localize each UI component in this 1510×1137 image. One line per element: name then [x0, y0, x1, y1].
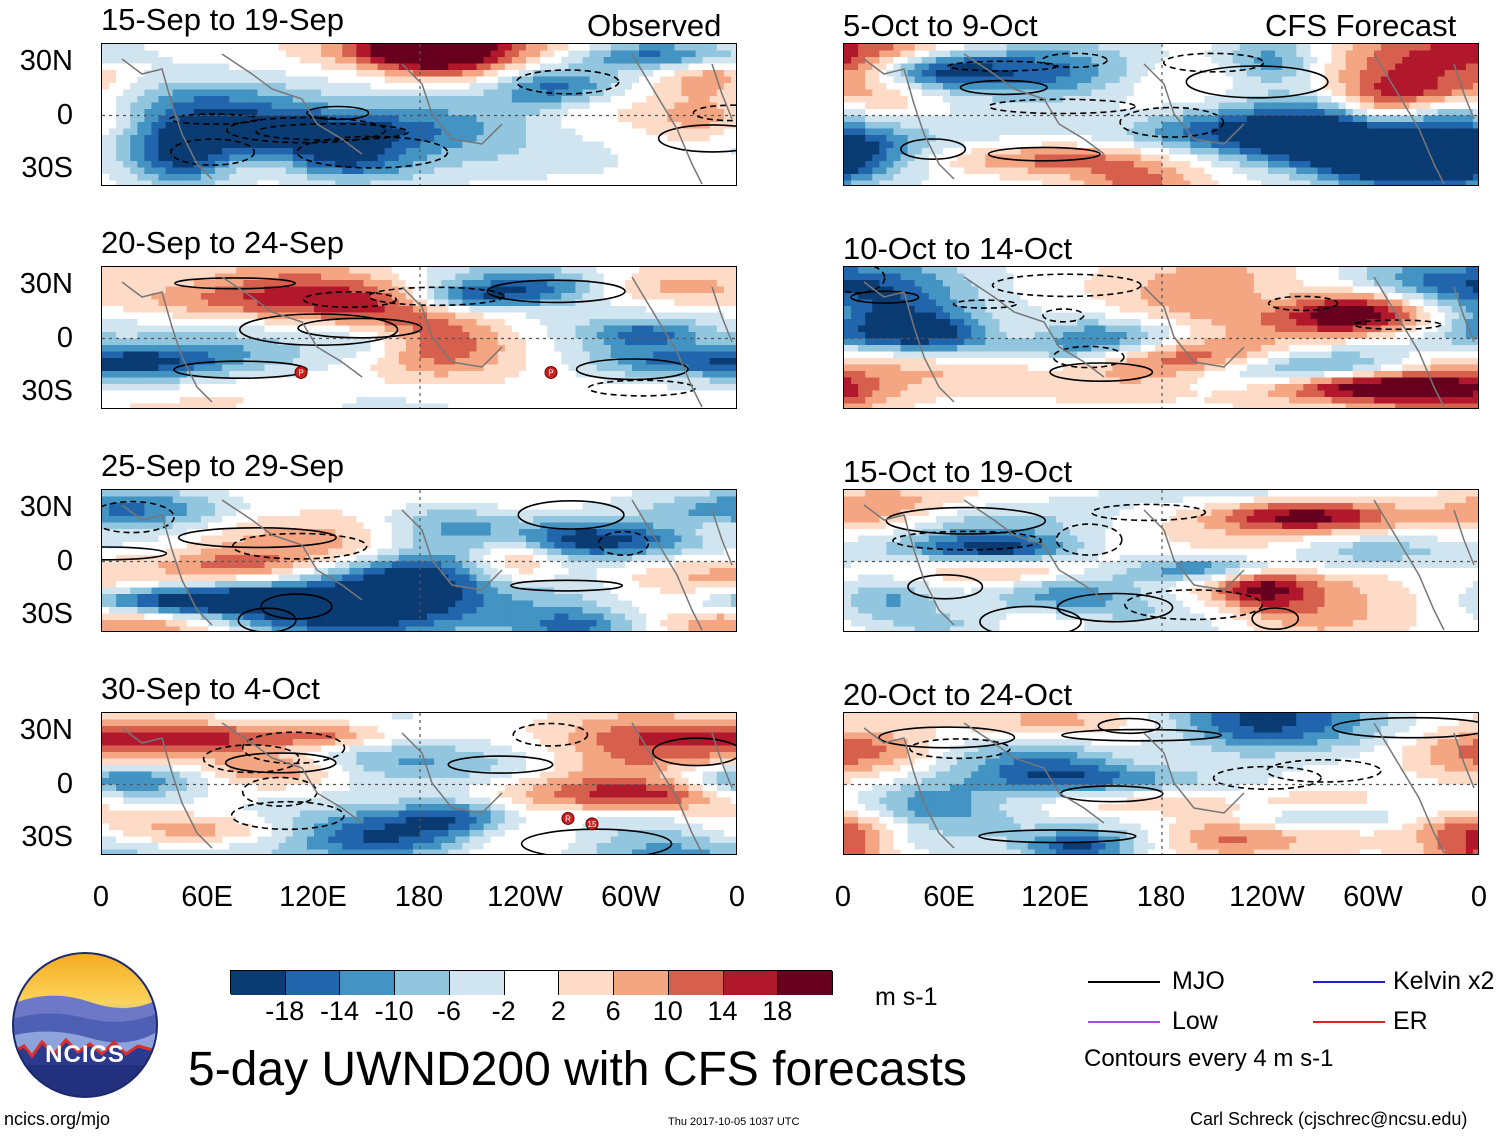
forecast-map-3: [843, 489, 1479, 632]
legend-line-er: [1313, 1021, 1385, 1023]
colorbar: [230, 970, 833, 995]
colorbar-swatch: [285, 971, 341, 995]
panel-title-fc-1: 5-Oct to 9-Oct: [843, 8, 1038, 43]
storm-marker-icon: P: [294, 365, 308, 379]
lat-tick-label: 30N: [19, 44, 73, 77]
lon-tick-label: 0: [92, 881, 110, 913]
legend-label-mjo: MJO: [1172, 967, 1225, 995]
colorbar-tick-label: -6: [436, 996, 461, 1026]
lon-tick-label: 0: [1470, 881, 1488, 913]
footer-timestamp: Thu 2017-10-05 1037 UTC: [668, 1116, 800, 1128]
colorbar-swatch: [723, 971, 779, 995]
lon-tick-label: 60W: [601, 881, 661, 913]
observed-map-4: R 15: [101, 712, 737, 855]
colorbar-swatch: [231, 971, 286, 995]
lon-tick-label: 120W: [1229, 881, 1305, 913]
legend-line-low: [1088, 1021, 1160, 1023]
colorbar-tick-label: 14: [707, 996, 738, 1026]
lon-tick-label: 120W: [487, 881, 563, 913]
lat-tick-label: 30N: [19, 490, 73, 523]
footer-url[interactable]: ncics.org/mjo: [4, 1109, 111, 1129]
legend-label-low: Low: [1172, 1007, 1218, 1035]
logo-text: NCICS: [45, 1041, 125, 1068]
storm-marker-icon: R: [561, 811, 575, 825]
colorbar-tick-label: -10: [374, 996, 414, 1026]
forecast-map-2: [843, 266, 1479, 409]
lat-tick-label: 30S: [21, 375, 73, 408]
svg-text:P: P: [548, 368, 553, 377]
forecast-map-4: [843, 712, 1479, 855]
colorbar-tick-label: 10: [652, 996, 683, 1026]
colorbar-swatch: [504, 971, 560, 995]
panel-title-fc-3: 15-Oct to 19-Oct: [843, 454, 1073, 489]
forecast-map-1: [843, 43, 1479, 186]
panel-title-obs-4: 30-Sep to 4-Oct: [101, 671, 320, 706]
lat-tick-label: 30N: [19, 267, 73, 300]
lon-tick-label: 180: [1136, 881, 1186, 913]
colorbar-swatch: [668, 971, 724, 995]
lon-tick-label: 120E: [1021, 881, 1089, 913]
lat-tick-label: 0: [56, 321, 73, 354]
storm-marker-icon: 15: [585, 817, 599, 831]
colorbar-tick-label: 18: [762, 996, 793, 1026]
legend-line-mjo: [1088, 981, 1160, 983]
lat-tick-label: 0: [56, 544, 73, 577]
colorbar-tick-label: 2: [550, 996, 566, 1026]
lon-tick-label: 60W: [1343, 881, 1403, 913]
lon-tick-label: 0: [834, 881, 852, 913]
lat-tick-label: 30S: [21, 598, 73, 631]
lat-tick-label: 30N: [19, 713, 73, 746]
lat-tick-label: 0: [56, 767, 73, 800]
legend-line-kelvin: [1313, 981, 1385, 983]
colorbar-tick-label: 6: [605, 996, 621, 1026]
lon-tick-label: 60E: [923, 881, 975, 913]
footer-author: Carl Schreck (cjschrec@ncsu.edu): [1190, 1109, 1468, 1129]
colorbar-swatch: [778, 971, 833, 995]
storm-marker-icon: P: [544, 365, 558, 379]
observed-map-1: [101, 43, 737, 186]
lat-tick-label: 0: [56, 98, 73, 131]
panel-title-obs-1: 15-Sep to 19-Sep: [101, 2, 345, 37]
observed-label: Observed: [587, 8, 722, 43]
colorbar-swatch: [559, 971, 615, 995]
panel-title-obs-2: 20-Sep to 24-Sep: [101, 225, 345, 260]
colorbar-swatch: [614, 971, 669, 995]
lon-tick-label: 120E: [279, 881, 347, 913]
colorbar-swatch: [449, 971, 505, 995]
panel-title-fc-2: 10-Oct to 14-Oct: [843, 231, 1073, 266]
lat-tick-label: 30S: [21, 152, 73, 185]
forecast-label: CFS Forecast: [1265, 8, 1457, 43]
contour-note: Contours every 4 m s-1: [1084, 1045, 1334, 1072]
legend-label-er: ER: [1393, 1007, 1428, 1035]
colorbar-swatch: [395, 971, 450, 995]
panel-title-fc-4: 20-Oct to 24-Oct: [843, 677, 1073, 712]
colorbar-tick-label: -2: [491, 996, 516, 1026]
lon-tick-label: 180: [394, 881, 444, 913]
lon-tick-label: 0: [728, 881, 746, 913]
colorbar-swatch: [340, 971, 396, 995]
lon-tick-label: 60E: [181, 881, 233, 913]
colorbar-tick-label: -18: [265, 996, 305, 1026]
legend-label-kelvin: Kelvin x2: [1393, 967, 1495, 995]
colorbar-tick-label: -14: [319, 996, 359, 1026]
units-label: m s-1: [875, 983, 938, 1011]
chart-title: 5-day UWND200 with CFS forecasts: [188, 1043, 967, 1096]
ncics-logo: NCICS: [10, 950, 160, 1100]
observed-map-3: [101, 489, 737, 632]
lat-tick-label: 30S: [21, 821, 73, 854]
panel-title-obs-3: 25-Sep to 29-Sep: [101, 448, 345, 483]
svg-text:P: P: [298, 368, 303, 377]
